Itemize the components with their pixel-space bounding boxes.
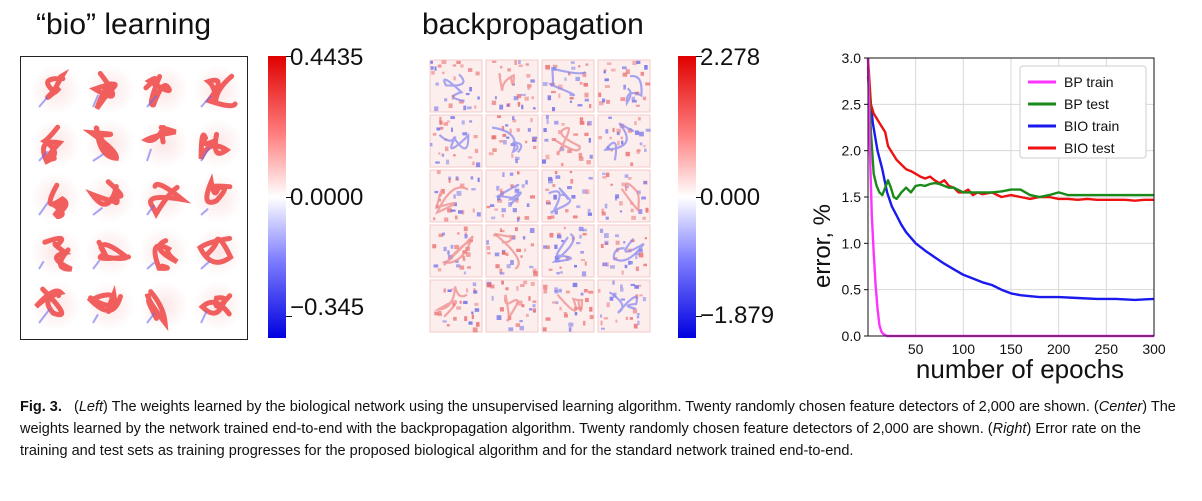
bio-weights-grid [20, 56, 248, 340]
left-colorbar-min: −0.345 [290, 294, 365, 321]
center-colorbar-max: 2.278 [700, 44, 761, 71]
x-tick-label: 200 [1047, 341, 1071, 357]
caption-text: ( [74, 399, 79, 415]
error-rate-chart: 50 100 150 200 250 300 0.0 0.5 1.0 1.5 2.0 2.5 3.0 e… [809, 50, 1166, 384]
chart-legend: BP train BP test BIO train BIO test [1019, 65, 1147, 159]
x-tick-label: 150 [999, 341, 1023, 357]
legend-label: BP train [1064, 74, 1114, 90]
caption-left: Left [78, 399, 104, 415]
caption-text: ) Error rate on the training and test se… [20, 421, 1141, 459]
center-colorbar-mid: 0.000 [700, 184, 761, 211]
legend-label: BIO test [1064, 140, 1115, 156]
caption-center: Center [1098, 399, 1143, 415]
caption-text: ) The weights learned by the network tra… [20, 399, 1176, 437]
backprop-weights-image [429, 59, 651, 333]
bio-weights-image [31, 65, 243, 332]
center-colorbar-min: −1.879 [700, 302, 775, 329]
left-colorbar [268, 56, 286, 338]
series-line-bio-train [866, 76, 1155, 302]
legend-label: BIO train [1064, 118, 1119, 134]
series-line-bio-test [866, 57, 1154, 202]
left-panel-title: “bio” learning [36, 8, 212, 41]
caption-text: ) The weights learned by the biological … [103, 399, 1099, 415]
center-panel-title: backpropagation [422, 8, 644, 41]
caption-right: Right [992, 421, 1027, 437]
caption-label: Fig. 3. [20, 399, 62, 415]
figure-caption: Fig. 3. (Left) The weights learned by th… [20, 396, 1180, 462]
center-colorbar [678, 56, 696, 338]
x-tick-label: 100 [952, 341, 976, 357]
y-tick-label: 1.0 [842, 235, 862, 251]
y-tick-label: 2.5 [842, 96, 862, 112]
chart-xlabel: number of epochs [916, 354, 1124, 384]
x-tick-label: 300 [1142, 341, 1166, 357]
x-tick-label: 250 [1095, 341, 1119, 357]
left-colorbar-mid: 0.0000 [290, 184, 364, 211]
y-tick-label: 0.5 [842, 282, 862, 298]
x-tick-label: 50 [908, 341, 924, 357]
y-tick-label: 3.0 [842, 50, 862, 66]
y-tick-label: 0.0 [842, 328, 862, 344]
chart-ylabel: error, % [809, 204, 836, 288]
y-tick-label: 1.5 [842, 189, 862, 205]
series-line-bp-test [866, 67, 1154, 201]
legend-label: BP test [1064, 96, 1109, 112]
left-colorbar-max: 0.4435 [290, 44, 364, 71]
backprop-weights-grid [426, 56, 654, 338]
y-tick-label: 2.0 [842, 143, 862, 159]
